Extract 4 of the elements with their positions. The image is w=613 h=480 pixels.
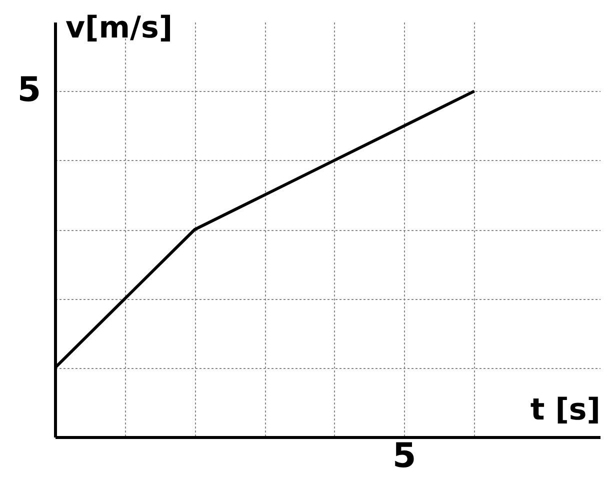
annotation: 5 — [392, 436, 416, 476]
annotation: 5 — [17, 70, 41, 110]
y-axis-title: v[m/s] — [66, 10, 173, 46]
x-axis-title: t [s] — [530, 392, 600, 428]
